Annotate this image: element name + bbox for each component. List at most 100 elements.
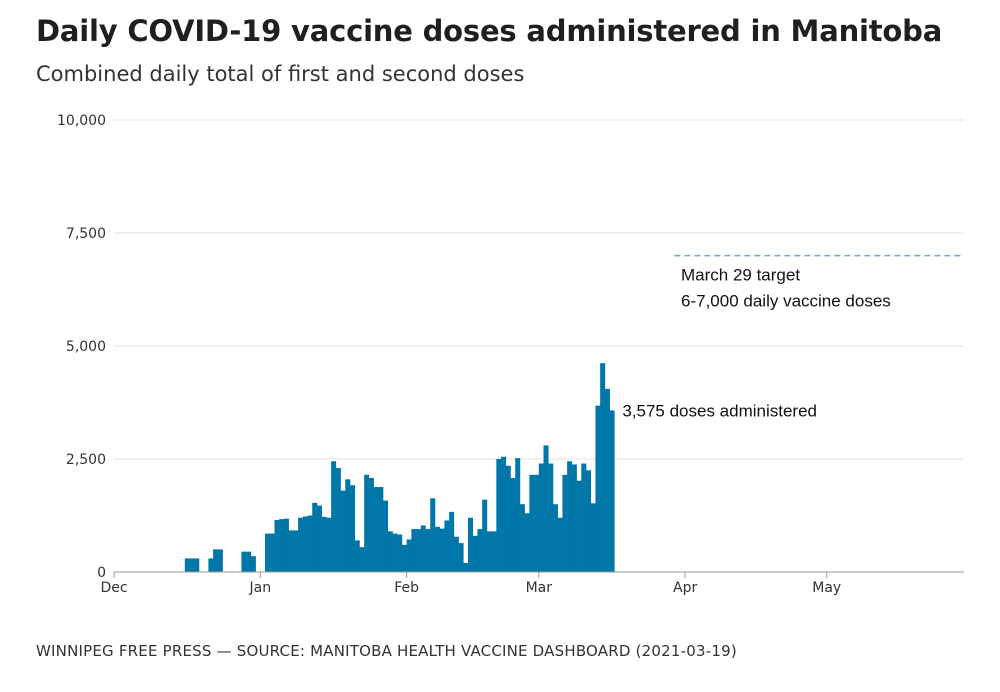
- bar: [420, 525, 426, 572]
- bar: [265, 533, 271, 572]
- bar: [482, 499, 488, 572]
- bar: [401, 544, 407, 572]
- bar: [359, 547, 365, 572]
- bar: [217, 549, 223, 572]
- bar: [534, 474, 540, 572]
- bar: [335, 468, 341, 572]
- bar: [326, 517, 332, 572]
- bar: [468, 517, 474, 572]
- bar: [543, 445, 549, 572]
- bar: [571, 464, 577, 572]
- bar: [472, 535, 478, 572]
- bar: [411, 529, 417, 572]
- bar: [288, 530, 294, 572]
- x-tick-label: Dec: [100, 580, 127, 596]
- bar: [586, 470, 592, 572]
- target-label-line2: 6-7,000 daily vaccine doses: [681, 292, 891, 311]
- bar: [184, 558, 190, 572]
- bar: [439, 528, 445, 572]
- x-tick-label: Mar: [526, 580, 553, 596]
- bar: [321, 516, 327, 572]
- y-tick-label: 10,000: [57, 113, 106, 129]
- axes: Dec Jan Feb Mar Apr May: [100, 571, 964, 596]
- bar: [505, 465, 511, 572]
- bar: [331, 461, 337, 572]
- bar: [397, 534, 403, 572]
- bar: [486, 531, 492, 572]
- y-tick-label: 0: [97, 565, 106, 581]
- x-tick-label: Jan: [249, 580, 272, 596]
- x-tick-label: Feb: [394, 580, 419, 596]
- chart-title: Daily COVID-19 vaccine doses administere…: [36, 14, 943, 48]
- bar: [378, 487, 384, 572]
- bar: [529, 474, 535, 572]
- bar: [241, 551, 247, 572]
- source-footer: WINNIPEG FREE PRESS — SOURCE: MANITOBA H…: [36, 642, 737, 660]
- bar: [552, 504, 558, 572]
- bar: [510, 477, 516, 572]
- bar: [350, 485, 356, 572]
- target-label-line1: March 29 target: [681, 266, 800, 285]
- y-tick-label: 7,500: [66, 226, 106, 242]
- bar: [567, 461, 573, 572]
- bar: [406, 539, 412, 572]
- bar: [387, 531, 393, 572]
- bar: [557, 517, 563, 572]
- bar: [298, 517, 304, 572]
- bar: [283, 518, 289, 572]
- bar: [392, 533, 398, 572]
- bar: [189, 558, 195, 572]
- bar: [302, 516, 308, 572]
- latest-value-label: 3,575 doses administered: [622, 401, 817, 420]
- bar: [213, 549, 219, 572]
- bar: [383, 500, 389, 572]
- bar: [491, 531, 497, 572]
- y-tick-label: 5,000: [66, 339, 106, 355]
- bar: [274, 520, 280, 572]
- bar: [538, 463, 544, 572]
- bar: [444, 520, 450, 572]
- bar: [477, 529, 483, 572]
- bar: [293, 530, 299, 572]
- bar: [208, 558, 214, 572]
- bar: [453, 536, 459, 572]
- bar: [354, 540, 360, 572]
- bar: [345, 479, 351, 572]
- x-tick-label: May: [812, 580, 841, 596]
- bar: [496, 459, 502, 572]
- bar: [246, 551, 252, 572]
- annotations: March 29 target 6-7,000 daily vaccine do…: [622, 254, 964, 420]
- grid-lines: 0 2,500 5,000 7,500 10,000: [57, 113, 964, 581]
- bar: [458, 543, 464, 572]
- bar: [609, 410, 615, 572]
- bar: [501, 456, 507, 572]
- bar: [463, 562, 469, 572]
- bar: [581, 463, 587, 572]
- bar: [576, 480, 582, 572]
- x-tick-label: Apr: [673, 580, 697, 596]
- bar: [364, 474, 370, 572]
- y-tick-label: 2,500: [66, 452, 106, 468]
- bar: [373, 487, 379, 572]
- bar: [562, 474, 568, 572]
- bar: [524, 513, 530, 572]
- bar: [425, 529, 431, 572]
- bar: [416, 529, 422, 572]
- bar: [279, 519, 285, 572]
- bar-series: [184, 363, 615, 572]
- bar: [340, 490, 346, 572]
- bar: [269, 533, 275, 572]
- bar: [600, 363, 606, 572]
- bar: [307, 515, 313, 572]
- chart-subtitle: Combined daily total of first and second…: [36, 62, 525, 86]
- bar: [250, 556, 256, 572]
- bar: [368, 477, 374, 572]
- bar: [312, 502, 318, 572]
- bar: [316, 505, 322, 572]
- bar: [519, 504, 525, 572]
- bar: [548, 463, 554, 572]
- bar: [590, 503, 596, 572]
- bar: [194, 558, 200, 572]
- bar: [595, 405, 601, 572]
- bar: [515, 458, 521, 572]
